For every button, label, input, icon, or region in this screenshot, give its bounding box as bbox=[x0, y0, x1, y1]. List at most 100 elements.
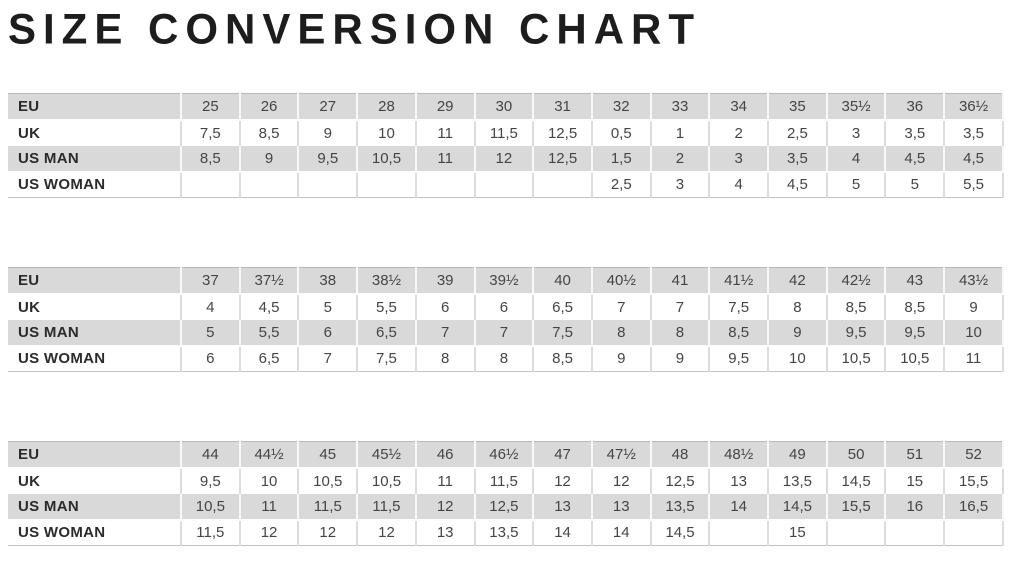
size-cell: 4 bbox=[826, 145, 887, 173]
size-cell: 12,5 bbox=[474, 493, 535, 521]
size-cell: 41½ bbox=[709, 267, 770, 295]
size-cell bbox=[415, 171, 476, 198]
size-cell: 11 bbox=[944, 345, 1004, 372]
size-cell: 8 bbox=[415, 345, 476, 372]
row-label: EU bbox=[8, 267, 182, 295]
size-cell: 10,5 bbox=[826, 345, 887, 372]
size-cell bbox=[944, 519, 1004, 546]
size-cell: 13,5 bbox=[474, 519, 535, 546]
table-row: US WOMAN 6 6,5 7 7,5 8 8 8,5 9 9 9,5 10 10,5 10,5 11 bbox=[8, 345, 1004, 372]
size-cell: 7,5 bbox=[709, 293, 770, 320]
size-cell: 4,5 bbox=[944, 145, 1004, 173]
size-cell: 4,5 bbox=[768, 171, 828, 198]
size-cell: 10,5 bbox=[357, 145, 417, 173]
row-label: US MAN bbox=[8, 493, 182, 521]
size-cell: 8 bbox=[591, 319, 652, 347]
size-cell: 28 bbox=[357, 93, 417, 121]
size-cell: 9 bbox=[944, 293, 1004, 320]
size-cell: 9,5 bbox=[826, 319, 887, 347]
size-cell: 9 bbox=[591, 345, 652, 372]
size-cell: 40½ bbox=[591, 267, 652, 295]
size-cell: 9,5 bbox=[298, 145, 359, 173]
row-label: UK bbox=[8, 119, 182, 146]
size-cell: 3 bbox=[709, 145, 770, 173]
size-cell: 1,5 bbox=[591, 145, 652, 173]
table-row: US WOMAN 11,5 12 12 12 13 13,5 14 14 14,5 15 bbox=[8, 519, 1004, 546]
size-cell: 8 bbox=[650, 319, 711, 347]
size-cell: 2 bbox=[650, 145, 711, 173]
table-row: EU 37 37½ 38 38½ 39 39½ 40 40½ 41 41½ 42 42½ 43 43½ bbox=[8, 267, 1004, 295]
size-cell: 7 bbox=[591, 293, 652, 320]
size-cell: 7 bbox=[415, 319, 476, 347]
size-cell: 7 bbox=[650, 293, 711, 320]
size-cell: 47½ bbox=[591, 441, 652, 469]
size-cell: 10,5 bbox=[181, 493, 241, 521]
size-cell: 11 bbox=[415, 467, 476, 494]
table-row: EU 25 26 27 28 29 30 31 32 33 34 35 35½ 36 36½ bbox=[8, 93, 1004, 121]
size-table-1: EU 25 26 27 28 29 30 31 32 33 34 35 35½ 36 36½ UK 7,5 8,5… bbox=[8, 93, 1004, 198]
size-cell: 14,5 bbox=[768, 493, 828, 521]
size-cell: 43½ bbox=[944, 267, 1004, 295]
size-cell: 41 bbox=[650, 267, 711, 295]
size-cell: 14 bbox=[533, 519, 593, 546]
size-cell: 30 bbox=[474, 93, 535, 121]
row-label: EU bbox=[8, 441, 182, 469]
size-cell: 10,5 bbox=[885, 345, 946, 372]
size-cell: 11,5 bbox=[474, 119, 535, 146]
size-cell: 3,5 bbox=[885, 119, 946, 146]
size-cell: 39½ bbox=[474, 267, 535, 295]
size-cell: 9 bbox=[768, 319, 828, 347]
size-cell bbox=[298, 171, 359, 198]
size-cell: 9 bbox=[298, 119, 359, 146]
size-cell: 35 bbox=[768, 93, 828, 121]
size-cell: 6 bbox=[298, 319, 359, 347]
size-cell: 38 bbox=[298, 267, 359, 295]
size-cell: 7,5 bbox=[181, 119, 241, 146]
size-cell: 37 bbox=[181, 267, 241, 295]
size-cell: 13 bbox=[709, 467, 770, 494]
size-cell: 12,5 bbox=[650, 467, 711, 494]
size-cell: 0,5 bbox=[591, 119, 652, 146]
size-cell: 8,5 bbox=[533, 345, 593, 372]
size-cell: 13,5 bbox=[768, 467, 828, 494]
size-cell: 16,5 bbox=[944, 493, 1004, 521]
row-label: UK bbox=[8, 293, 182, 320]
size-cell: 44 bbox=[181, 441, 241, 469]
size-cell bbox=[181, 171, 241, 198]
row-label: US WOMAN bbox=[8, 519, 182, 546]
table-row: UK 9,5 10 10,5 10,5 11 11,5 12 12 12,5 13 13,5 14,5 1… bbox=[8, 467, 1004, 494]
size-cell: 29 bbox=[415, 93, 476, 121]
size-cell: 11 bbox=[415, 119, 476, 146]
size-cell: 8,5 bbox=[885, 293, 946, 320]
size-cell: 32 bbox=[591, 93, 652, 121]
size-cell: 15 bbox=[885, 467, 946, 494]
size-cell: 2,5 bbox=[591, 171, 652, 198]
size-cell: 4,5 bbox=[239, 293, 300, 320]
size-cell: 4 bbox=[709, 171, 770, 198]
size-cell: 15 bbox=[768, 519, 828, 546]
size-cell: 14 bbox=[709, 493, 770, 521]
size-cell: 46½ bbox=[474, 441, 535, 469]
size-cell: 8,5 bbox=[239, 119, 300, 146]
size-table-3: EU 44 44½ 45 45½ 46 46½ 47 47½ 48 48½ 49 50 51 52 UK 9,5… bbox=[8, 441, 1004, 546]
size-cell: 14,5 bbox=[650, 519, 711, 546]
table-row: US WOMAN 2,5 3 4 4,5 5 5 5,5 bbox=[8, 171, 1004, 198]
size-cell: 12 bbox=[357, 519, 417, 546]
size-cell: 7,5 bbox=[357, 345, 417, 372]
size-cell: 11,5 bbox=[474, 467, 535, 494]
size-cell: 12 bbox=[591, 467, 652, 494]
size-cell: 13 bbox=[591, 493, 652, 521]
size-cell: 7 bbox=[474, 319, 535, 347]
size-cell: 10,5 bbox=[357, 467, 417, 494]
size-cell bbox=[239, 171, 300, 198]
size-cell: 1 bbox=[650, 119, 711, 146]
size-cell: 14,5 bbox=[826, 467, 887, 494]
size-cell: 40 bbox=[533, 267, 593, 295]
size-cell: 37½ bbox=[239, 267, 300, 295]
size-cell: 36 bbox=[885, 93, 946, 121]
size-cell: 39 bbox=[415, 267, 476, 295]
row-label: US WOMAN bbox=[8, 171, 182, 198]
size-cell: 5,5 bbox=[357, 293, 417, 320]
size-cell: 12,5 bbox=[533, 145, 593, 173]
